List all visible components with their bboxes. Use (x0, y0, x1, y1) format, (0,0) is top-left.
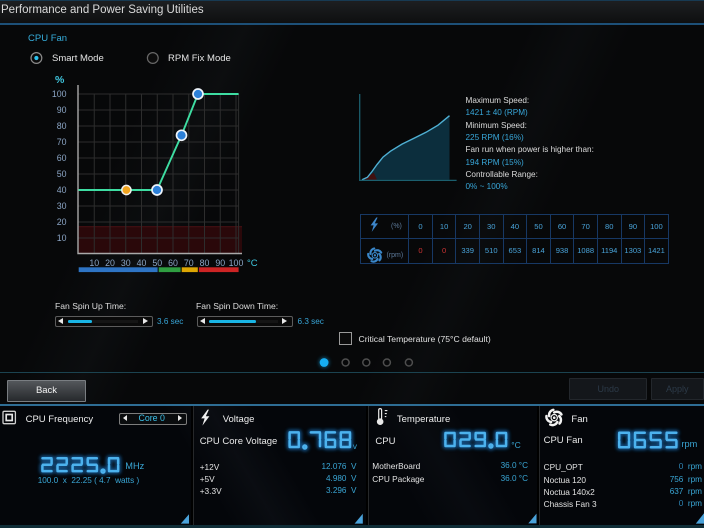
svg-text:60: 60 (57, 153, 67, 163)
svg-text:40: 40 (57, 185, 67, 195)
svg-text:20: 20 (57, 217, 67, 227)
svg-text:20: 20 (105, 258, 115, 268)
svg-text:100: 100 (229, 258, 244, 268)
svg-text:90: 90 (57, 105, 67, 115)
svg-text:70: 70 (184, 258, 194, 268)
svg-text:%: % (55, 74, 65, 86)
svg-text:50: 50 (152, 258, 162, 268)
svg-text:40: 40 (137, 258, 147, 268)
svg-text:60: 60 (168, 258, 178, 268)
svg-text:10: 10 (89, 258, 99, 268)
svg-text:30: 30 (57, 201, 67, 211)
svg-text:80: 80 (57, 121, 67, 131)
svg-text:10: 10 (57, 233, 67, 243)
svg-text:°C: °C (247, 258, 258, 269)
svg-text:80: 80 (200, 258, 210, 268)
svg-text:30: 30 (121, 258, 131, 268)
svg-text:100: 100 (52, 89, 67, 99)
svg-text:90: 90 (215, 258, 225, 268)
svg-text:70: 70 (57, 137, 67, 147)
svg-text:50: 50 (57, 169, 67, 179)
